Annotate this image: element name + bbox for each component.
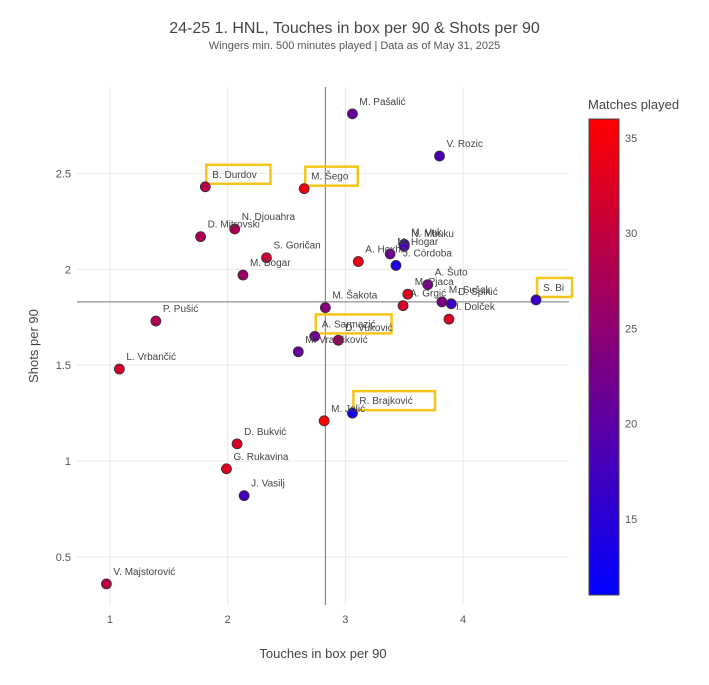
point-label: D. Spikić bbox=[458, 287, 497, 298]
data-point bbox=[397, 300, 409, 312]
x-tick-label: 4 bbox=[460, 614, 466, 626]
data-point bbox=[101, 578, 112, 590]
colorbar: Matches played 15 20 25 30 35 bbox=[588, 97, 679, 596]
colorbar-tick-label: 35 bbox=[625, 133, 637, 145]
point-label: V. Rozic bbox=[447, 139, 483, 150]
data-point bbox=[238, 490, 250, 502]
point-label: M. Sušak bbox=[449, 285, 492, 296]
x-tick-label: 3 bbox=[342, 614, 348, 626]
colorbar-gradient bbox=[588, 118, 620, 596]
data-point bbox=[443, 313, 455, 325]
point-label: A. Grgić bbox=[410, 289, 446, 300]
point-label: M. Vrančković bbox=[305, 335, 367, 346]
colorbar-ticks: 15 20 25 30 35 bbox=[625, 133, 637, 526]
x-axis-ticks: 1 2 3 4 bbox=[107, 614, 466, 626]
point-label: M. Bogar bbox=[250, 258, 291, 269]
data-point bbox=[384, 248, 396, 260]
data-point bbox=[402, 288, 414, 300]
highlight-boxes bbox=[205, 163, 574, 412]
highlight-box bbox=[314, 313, 393, 335]
point-label: M. Šakota bbox=[332, 289, 377, 302]
point-label: I. Dolček bbox=[456, 302, 496, 313]
data-point bbox=[347, 108, 358, 120]
data-points bbox=[101, 108, 542, 590]
data-point bbox=[434, 150, 445, 162]
grid-lines bbox=[77, 87, 569, 605]
data-point bbox=[530, 294, 542, 306]
data-point bbox=[332, 334, 344, 346]
data-point bbox=[398, 240, 410, 252]
data-point bbox=[352, 256, 364, 267]
point-label: S. Goričan bbox=[274, 241, 321, 252]
point-labels: M. Pašalić V. Rozic B. Durdov M. Šego N. Djo… bbox=[113, 97, 564, 578]
point-label: A. Sarmazić bbox=[322, 319, 376, 330]
data-point bbox=[292, 346, 304, 358]
point-label: J. Vasilj bbox=[251, 479, 285, 490]
point-label: P. Pušić bbox=[163, 304, 198, 315]
data-point bbox=[309, 331, 321, 342]
y-tick-label: 1 bbox=[65, 456, 71, 468]
highlight-box bbox=[303, 165, 360, 187]
data-point bbox=[298, 183, 310, 195]
y-axis-title: Shots per 90 bbox=[26, 309, 41, 383]
point-label: D. Vuković bbox=[345, 323, 392, 334]
data-point bbox=[422, 279, 434, 291]
plot-area bbox=[77, 87, 569, 605]
point-label: D. Mitrovski bbox=[208, 220, 260, 231]
point-label: M. Jolić bbox=[331, 404, 365, 415]
point-label: N. Mbuku bbox=[411, 229, 454, 240]
point-label: M. Šego bbox=[311, 170, 349, 183]
y-axis-ticks: 0.5 1 1.5 2 2.5 bbox=[56, 168, 71, 564]
colorbar-tick-label: 20 bbox=[625, 419, 637, 431]
data-point bbox=[390, 260, 402, 271]
colorbar-tick-label: 30 bbox=[625, 228, 637, 240]
data-point bbox=[261, 252, 272, 264]
data-point bbox=[445, 298, 457, 310]
data-point bbox=[318, 415, 330, 427]
data-point bbox=[113, 363, 125, 375]
y-tick-label: 2.5 bbox=[56, 168, 71, 180]
data-point bbox=[347, 407, 358, 419]
data-point bbox=[199, 181, 211, 193]
data-point bbox=[231, 438, 243, 450]
data-point bbox=[150, 315, 162, 327]
point-label: M. Vuk bbox=[411, 227, 443, 238]
data-point bbox=[319, 302, 331, 314]
point-label: J. Córdoba bbox=[403, 248, 452, 259]
x-tick-label: 1 bbox=[107, 614, 113, 626]
point-label: A. Šuto bbox=[435, 266, 468, 279]
chart-subtitle: Wingers min. 500 minutes played | Data a… bbox=[208, 40, 501, 52]
point-label: N. Djouahra bbox=[242, 212, 296, 223]
highlight-box bbox=[535, 276, 574, 299]
point-label: D. Bukvić bbox=[244, 427, 286, 438]
point-label: L. Vrbančić bbox=[126, 352, 176, 363]
data-point bbox=[229, 223, 241, 235]
data-point bbox=[221, 463, 232, 475]
reference-lines bbox=[77, 87, 569, 605]
highlight-box bbox=[205, 163, 272, 186]
chart-title: 24-25 1. HNL, Touches in box per 90 & Sh… bbox=[169, 20, 540, 37]
y-tick-label: 1.5 bbox=[56, 360, 71, 372]
point-label: R. Brajković bbox=[359, 396, 412, 407]
point-label: B. Durdov bbox=[212, 170, 256, 181]
point-label: V. Majstorović bbox=[113, 567, 175, 578]
x-axis-title: Touches in box per 90 bbox=[259, 646, 386, 661]
point-label: G. Rukavina bbox=[233, 452, 288, 463]
colorbar-tick-label: 25 bbox=[625, 323, 637, 335]
x-tick-label: 2 bbox=[225, 614, 231, 626]
colorbar-tick-label: 15 bbox=[625, 514, 637, 526]
highlight-box bbox=[352, 389, 437, 412]
point-label: M. Pjaca bbox=[415, 277, 454, 288]
colorbar-title: Matches played bbox=[588, 97, 679, 112]
y-tick-label: 0.5 bbox=[56, 552, 71, 564]
data-point bbox=[195, 231, 206, 243]
point-label: A. Hoxha bbox=[365, 245, 407, 256]
point-label: M. Pašalić bbox=[359, 97, 405, 108]
point-label: M. Hogar bbox=[397, 237, 439, 248]
data-point bbox=[237, 269, 249, 281]
point-label: S. Bi bbox=[543, 283, 564, 294]
y-tick-label: 2 bbox=[65, 264, 71, 276]
